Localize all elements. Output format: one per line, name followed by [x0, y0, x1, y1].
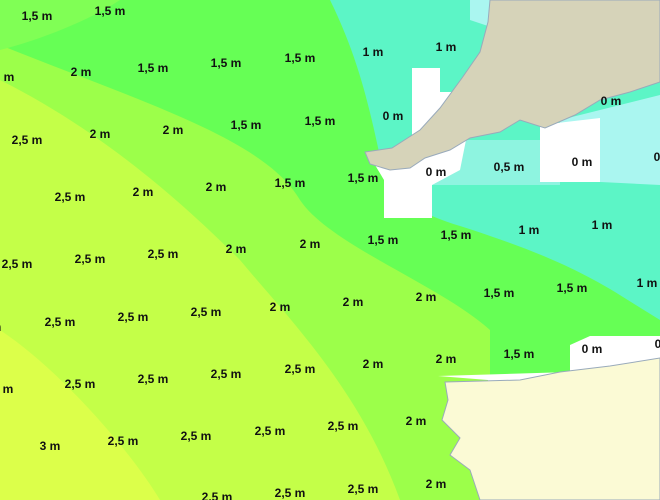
wave-height-label: 3 m [40, 439, 61, 453]
wave-height-label: 2 m [416, 290, 437, 304]
wave-height-label: 2,5 m [181, 429, 212, 443]
wave-height-label: 0 m [383, 109, 404, 123]
wave-height-label: 1,5 m [305, 114, 336, 128]
wave-height-label: 2,5 m [348, 482, 379, 496]
wave-height-label: 1,5 m [285, 51, 316, 65]
wave-height-label: 2 m [133, 185, 154, 199]
wave-height-label: 1,5 m [211, 56, 242, 70]
wave-height-label: 2 m [436, 352, 457, 366]
wave-height-label: 0,5 m [494, 160, 525, 174]
wave-height-label: 2 m [270, 300, 291, 314]
wave-height-label: 2,5 m [108, 434, 139, 448]
wave-height-label: 2,5 m [55, 190, 86, 204]
wave-height-label: 1 m [436, 40, 457, 54]
wave-height-label: 2,5 m [118, 310, 149, 324]
wave-height-label: 2 m [300, 237, 321, 251]
wave-height-label: 2,5 m [12, 133, 43, 147]
wave-height-label: 1,5 m [95, 4, 126, 18]
wave-height-label: 2,5 m [328, 419, 359, 433]
wave-height-label: 1 m [519, 223, 540, 237]
wave-height-label: 2,5 m [65, 377, 96, 391]
wave-height-label: 0 m [582, 342, 603, 356]
wave-height-label: 2,5 m [148, 247, 179, 261]
wave-height-label: 1,5 m [441, 228, 472, 242]
wave-height-label: 2 m [90, 127, 111, 141]
wave-height-label: 2,5 m [255, 424, 286, 438]
wave-height-label: 2 m [163, 123, 184, 137]
wave-height-label: 2 m [71, 65, 92, 79]
wave-height-label: 2 m [226, 242, 247, 256]
wave-height-label: 0,5 m [654, 150, 660, 164]
zone-3m [0, 330, 160, 500]
wave-height-label: 2 m [206, 180, 227, 194]
wave-height-label: 2,5 m [2, 257, 33, 271]
labels: 1,5 m 1,5 m 1 m 1 m 2 m 2 m 1,5 m 1,5 m 1,5 m 0 m… [0, 4, 660, 500]
wave-height-label: 1 m [363, 45, 384, 59]
wave-height-label: 1,5 m [484, 286, 515, 300]
wave-height-label: 1,5 m [557, 281, 588, 295]
zone-2-5m [0, 80, 400, 500]
wave-height-label: 1,5 m [275, 176, 306, 190]
wave-height-label: 1,5 m [348, 171, 379, 185]
wave-height-label: 3 m [0, 382, 13, 396]
wave-height-label: 0 m [426, 165, 447, 179]
wave-height-label: 0 m [572, 155, 593, 169]
wave-height-label: 1 m [592, 218, 613, 232]
wave-height-label: 2,5 m [0, 320, 1, 334]
wave-height-label: 2 m [0, 70, 14, 84]
wave-height-label: 2,5 m [211, 367, 242, 381]
wave-height-label: 1,5 m [504, 347, 535, 361]
wave-height-label: 2,5 m [275, 486, 306, 500]
wave-height-label: 2 m [363, 357, 384, 371]
wave-height-label: 2,5 m [202, 490, 233, 500]
wave-height-label: 2,5 m [138, 372, 169, 386]
land-england [364, 0, 660, 171]
wave-height-label: 1,5 m [231, 118, 262, 132]
wave-height-label: 2 m [426, 477, 447, 491]
wave-height-label: 1,5 m [22, 9, 53, 23]
wave-height-label: 0 m [655, 337, 660, 351]
wave-height-label: 1,5 m [368, 233, 399, 247]
wave-height-label: 1 m [637, 276, 658, 290]
wave-height-label: 2,5 m [45, 315, 76, 329]
wave-height-label: 2,5 m [285, 362, 316, 376]
wave-height-label: 2 m [406, 414, 427, 428]
wave-height-label: 2 m [343, 295, 364, 309]
wave-height-label: 0 m [601, 94, 622, 108]
wave-height-label: 2,5 m [75, 252, 106, 266]
land-france [441, 357, 660, 500]
coast-mask [540, 118, 600, 182]
zone-1-5m-light [0, 0, 120, 50]
wave-height-label: 2,5 m [191, 305, 222, 319]
wave-height-label: 1,5 m [138, 61, 169, 75]
